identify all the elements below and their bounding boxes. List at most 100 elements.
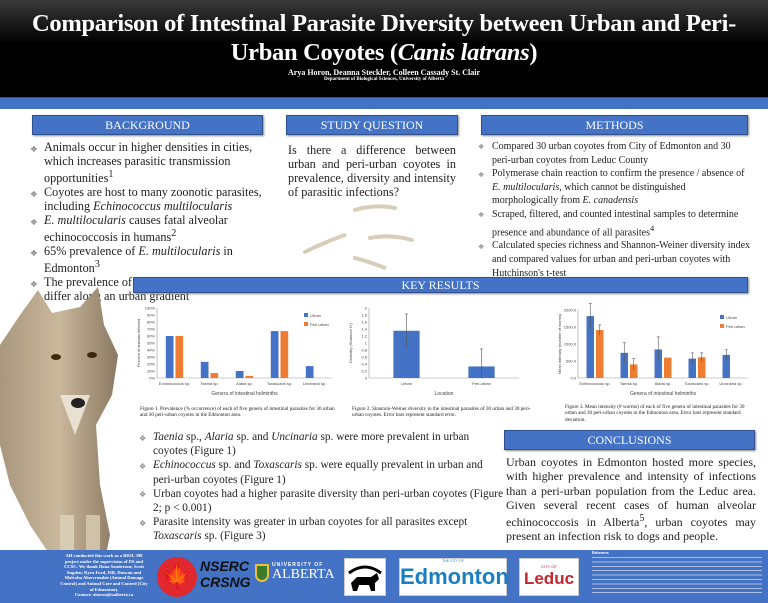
x-tick-label: Peri-urban [472, 381, 491, 386]
list-item: Parasite intensity was greater in urban … [139, 515, 504, 543]
legend-label: Peri-urban [310, 322, 329, 327]
list-item: 65% prevalence of E. multilocularis in E… [30, 244, 270, 275]
bar [270, 331, 279, 378]
figure-1-caption: Figure 1. Prevalence (% occurrence) of e… [140, 406, 335, 419]
list-item: Compared 30 urban coyotes from City of E… [478, 140, 750, 167]
methods-list: Compared 30 urban coyotes from City of E… [478, 140, 750, 280]
list-item: Calculated species richness and Shannon-… [478, 239, 750, 280]
methods-heading: METHODS [481, 115, 748, 135]
bar [630, 364, 638, 378]
nserc-logo: NSERC CRSNG [200, 558, 251, 590]
y-tick-label: 0.2 [361, 369, 367, 374]
department: Department of Biological Sciences, Unive… [323, 77, 445, 82]
y-axis-label: Diversity (Shannon H') [348, 322, 353, 363]
contact-email: Contact: ahoron@ualberta.ca [74, 592, 134, 598]
legend-swatch [720, 315, 724, 319]
bar [245, 375, 254, 378]
coyote-silhouette-icon [348, 565, 382, 591]
x-tick-label: Echinococcus sp. [159, 381, 190, 386]
list-item: Animals occur in higher densities in cit… [30, 140, 270, 185]
edmonton-logo: THE CITY OF Edmonton [399, 558, 509, 596]
bar [664, 357, 672, 378]
coyote-project-logo [344, 558, 386, 596]
bar [596, 330, 604, 378]
bar [280, 331, 289, 378]
results-list: Taenia sp., Alaria sp. and Uncinaria sp.… [139, 430, 504, 544]
bar [698, 357, 706, 378]
y-tick-label: 1500.0 [564, 325, 577, 330]
y-tick-label: 80% [147, 320, 155, 325]
ualberta-shield-icon [255, 564, 269, 582]
conclusions-text: Urban coyotes in Edmonton hosted more sp… [506, 455, 757, 544]
study-question-heading: STUDY QUESTION [286, 115, 458, 135]
x-tick-label: Alaria sp. [655, 381, 672, 386]
bar [688, 358, 696, 378]
bar [235, 371, 244, 378]
bar [210, 373, 219, 378]
figure-2-chart: 0 0.2 0.4 0.6 0.8 1 1.2 1.4 1.6 1.8 2 Urban Peri-urb… [348, 306, 519, 397]
legend-label: Urban [310, 313, 321, 318]
bar [722, 354, 730, 378]
x-tick-label: Taenia sp. [620, 381, 638, 386]
x-tick-label: Alaria sp. [236, 381, 253, 386]
y-tick-label: 1.4 [361, 327, 367, 332]
y-tick-label: 0.8 [361, 348, 367, 353]
references: References [592, 551, 762, 596]
list-item: Taenia sp., Alaria sp. and Uncinaria sp.… [139, 430, 504, 458]
y-tick-label: 50% [147, 341, 155, 346]
worm-illustration [303, 204, 414, 270]
y-tick-label: 0% [149, 376, 155, 381]
y-tick-label: 500.0 [566, 359, 577, 364]
x-axis-label: Genera of intestinal helminths [630, 391, 697, 397]
acknowledgement: AH conducted this work as a BIOL 398 pro… [60, 553, 148, 598]
y-tick-label: 30% [147, 355, 155, 360]
x-tick-label: Urban [401, 381, 412, 386]
bar [165, 336, 174, 378]
legend-swatch [304, 313, 308, 317]
leduc-logo: CITY OF Leduc [519, 558, 579, 596]
conclusions-heading: CONCLUSIONS [504, 430, 755, 450]
figure-2-caption: Figure 2. Shannon-Weiner diversity in th… [352, 406, 531, 419]
list-item: Scraped, filtered, and counted intestina… [478, 208, 750, 240]
poster-title: Comparison of Intestinal Parasite Divers… [32, 10, 736, 66]
figure-3-chart: 0.0 500.0 1000.0 1500.0 2000.0 Echinococcus s… [557, 302, 748, 397]
x-tick-label: Toxascaris sp. [684, 381, 709, 386]
x-axis-label: Genera of intestinal helminths [211, 391, 278, 397]
y-tick-label: 60% [147, 334, 155, 339]
y-tick-label: 0.0 [570, 376, 576, 381]
y-tick-label: 1.8 [361, 313, 367, 318]
y-tick-label: 100% [145, 306, 156, 311]
y-tick-label: 1 [365, 341, 368, 346]
y-axis-label: Mean intensity (number of worms) [557, 313, 562, 374]
background-heading: BACKGROUND [32, 115, 263, 135]
references-text-illegible [592, 557, 762, 596]
y-tick-label: 2 [365, 306, 368, 311]
bar [175, 336, 184, 378]
list-item: E. multilocularis causes fatal alveolar … [30, 213, 270, 244]
y-tick-label: 10% [147, 369, 155, 374]
y-tick-label: 1.6 [361, 320, 367, 325]
figure-3-caption: Figure 3. Mean intensity (# worms) of ea… [565, 404, 745, 423]
bar [200, 361, 209, 378]
authors: Arya Horon, Deanna Steckler, Colleen Cas… [288, 68, 480, 77]
header-divider [0, 97, 768, 109]
list-item: Polymerase chain reaction to confirm the… [478, 167, 750, 208]
poster-header: Comparison of Intestinal Parasite Divers… [0, 0, 768, 97]
ualberta-logo: UNIVERSITY OF ALBERTA [272, 562, 335, 582]
x-tick-label: Uncinaria sp. [303, 381, 326, 386]
y-tick-label: 0.6 [361, 355, 367, 360]
y-tick-label: 70% [147, 327, 155, 332]
legend-swatch [304, 322, 308, 326]
bar [305, 366, 314, 378]
key-results-heading: KEY RESULTS [133, 277, 748, 293]
x-tick-label: Toxascaris sp. [267, 381, 292, 386]
y-tick-label: 20% [147, 362, 155, 367]
y-tick-label: 0 [365, 376, 368, 381]
y-tick-label: 0.4 [361, 362, 367, 367]
x-axis-label: Location [435, 391, 454, 397]
nserc-maple-leaf-icon: 🍁 [157, 557, 197, 597]
x-tick-label: Echinococcus sp. [579, 381, 610, 386]
y-tick-label: 2000.0 [564, 308, 577, 313]
figure-1-chart: 0% 10% 20% 30% 40% 50% 60% 70% 80% 90% 100% Echinoc… [136, 306, 332, 397]
legend-label: Urban [726, 315, 737, 320]
